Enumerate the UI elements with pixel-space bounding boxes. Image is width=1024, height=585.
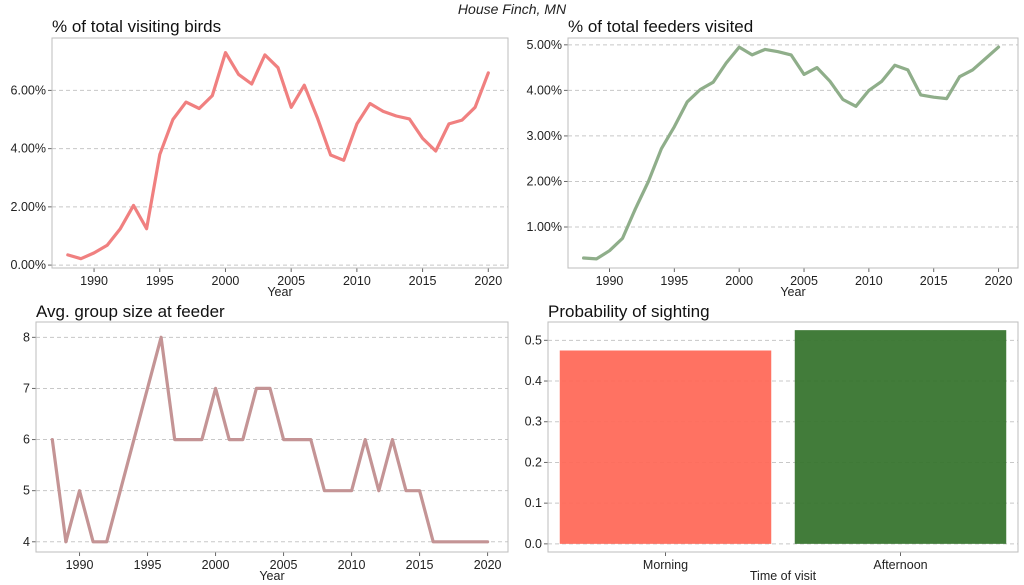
y-tick-label: 0.5 <box>525 333 542 347</box>
x-tick-label: 2010 <box>343 274 371 288</box>
x-tick-label: 2020 <box>474 274 502 288</box>
y-tick-label: 0.4 <box>525 374 542 388</box>
y-tick-label: 0.1 <box>525 496 542 510</box>
y-tick-label: 0.0 <box>525 537 542 551</box>
x-tick-label: 2010 <box>338 558 366 572</box>
y-tick-label: 4.00% <box>11 142 46 156</box>
bar-afternoon <box>794 330 1007 544</box>
panel-sighting-probability: Probability of sighting 0.0 0.1 0.2 0.3 0.4 0.… <box>525 302 1019 583</box>
panel-title: % of total feeders visited <box>568 17 753 36</box>
plot-frame <box>35 321 509 553</box>
plot-frame <box>51 37 509 269</box>
x-tick-label: 2000 <box>212 274 240 288</box>
x-axis-label: Year <box>780 285 805 299</box>
plot-frame <box>547 321 1019 553</box>
y-tick-label: 0.2 <box>525 455 542 469</box>
y-tick-label: 4.00% <box>527 83 562 97</box>
bar-morning <box>559 350 772 544</box>
panel-visiting-birds: % of total visiting birds 0.00% 2.00% 4.00%… <box>11 17 509 299</box>
x-tick-label: 2015 <box>409 274 437 288</box>
y-tick-label: 4 <box>23 535 30 549</box>
x-tick-label: Morning <box>643 558 688 572</box>
x-tick-label: 1995 <box>146 274 174 288</box>
y-tick-label: 6 <box>23 433 30 447</box>
x-axis-label: Year <box>267 285 292 299</box>
x-tick-label: 2005 <box>270 558 298 572</box>
panel-title: Avg. group size at feeder <box>36 302 225 321</box>
x-tick-label: Afternoon <box>873 558 927 572</box>
x-tick-label: 1995 <box>660 274 688 288</box>
plot-frame <box>567 37 1019 269</box>
x-tick-label: 2020 <box>474 558 502 572</box>
x-tick-label: 2015 <box>920 274 948 288</box>
x-tick-label: 2010 <box>855 274 883 288</box>
x-tick-label: 1990 <box>80 274 108 288</box>
x-tick-label: 2015 <box>406 558 434 572</box>
y-tick-label: 0.00% <box>11 258 46 272</box>
y-tick-label: 7 <box>23 381 30 395</box>
y-tick-label: 3.00% <box>527 129 562 143</box>
x-tick-label: 2005 <box>790 274 818 288</box>
y-tick-label: 2.00% <box>11 200 46 214</box>
series-line <box>582 45 1001 261</box>
y-tick-label: 1.00% <box>527 220 562 234</box>
y-tick-label: 6.00% <box>11 83 46 97</box>
x-tick-label: 2020 <box>985 274 1013 288</box>
x-tick-label: 2000 <box>725 274 753 288</box>
x-tick-label: 1990 <box>596 274 624 288</box>
panel-title: Probability of sighting <box>548 302 710 321</box>
x-tick-label: 1990 <box>66 558 94 572</box>
x-tick-label: 1995 <box>134 558 162 572</box>
figure-suptitle: House Finch, MN <box>458 1 567 17</box>
x-tick-label: 2005 <box>277 274 305 288</box>
y-tick-label: 5 <box>23 484 30 498</box>
y-tick-label: 8 <box>23 330 30 344</box>
y-tick-label: 0.3 <box>525 415 542 429</box>
series-line <box>66 51 490 261</box>
panel-group-size: Avg. group size at feeder 4 5 6 7 8 1990 1995 20… <box>23 302 509 583</box>
x-axis-label: Time of visit <box>750 569 817 583</box>
x-tick-label: 2000 <box>202 558 230 572</box>
panel-feeders-visited: % of total feeders visited 1.00% 2.00% 3.00… <box>527 17 1019 299</box>
y-tick-label: 5.00% <box>527 38 562 52</box>
y-tick-label: 2.00% <box>527 174 562 188</box>
panel-title: % of total visiting birds <box>52 17 221 36</box>
x-axis-label: Year <box>259 569 284 583</box>
series-line <box>50 335 490 544</box>
